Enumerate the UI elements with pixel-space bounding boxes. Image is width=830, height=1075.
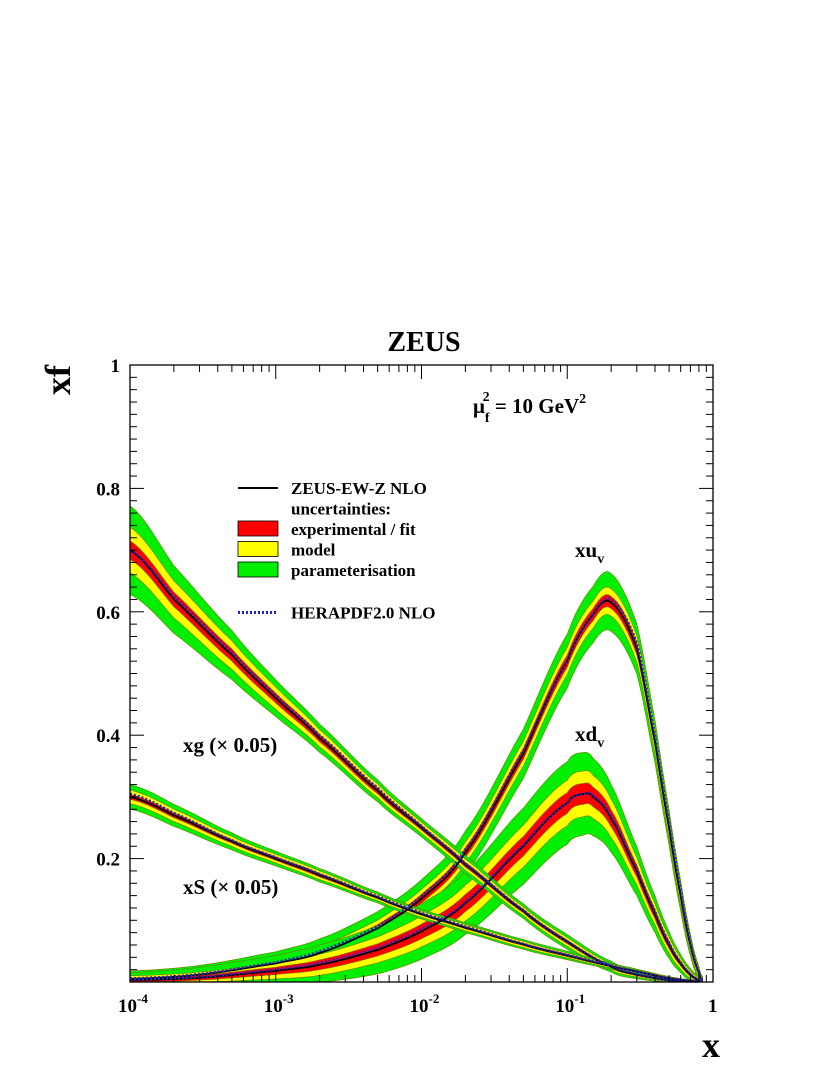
plot-frame xyxy=(129,364,714,983)
y-tick-label: 0.2 xyxy=(96,850,120,871)
legend-label: experimental / fit xyxy=(291,520,416,539)
x-tick-label: 10-3 xyxy=(264,991,294,1017)
xuv-herapdf-line xyxy=(129,597,704,981)
xdv-label: xdv xyxy=(575,722,604,751)
y-tick-label: 0.6 xyxy=(96,603,120,624)
scale-annotation: μf2 = 10 GeV2 xyxy=(473,390,586,426)
legend-box-marker xyxy=(237,561,279,578)
legend-label: ZEUS-EW-Z NLO xyxy=(291,479,427,498)
legend: ZEUS-EW-Z NLO uncertainties:experimental … xyxy=(237,479,436,623)
tick-labels: 10-4 10-3 10-2 10-1 1 0.2 0.4 0.6 0.8 1 xyxy=(96,356,717,1017)
legend-box-marker xyxy=(237,541,279,557)
central-curves xyxy=(129,549,704,983)
y-tick-label: 1 xyxy=(111,356,121,377)
series-labels: xuv xdv xg (× 0.05) xS (× 0.05) xyxy=(183,538,604,899)
x-tick-label: 10-4 xyxy=(118,991,148,1017)
legend-label: model xyxy=(291,541,336,560)
svg-text:xf: xf xyxy=(38,364,78,395)
xS-herapdf-line xyxy=(129,792,699,983)
legend-box-marker xyxy=(237,520,279,537)
xS-label: xS (× 0.05) xyxy=(183,875,278,899)
axis-ticks xyxy=(129,364,713,983)
svg-text:μf2 = 10 GeV2: μf2 = 10 GeV2 xyxy=(473,390,586,426)
x-tick-label: 10-1 xyxy=(555,991,585,1017)
xdv-herapdf-line xyxy=(129,791,703,983)
legend-label: HERAPDF2.0 NLO xyxy=(291,604,436,623)
chart-title: ZEUS xyxy=(387,327,460,358)
x-axis-title: x xyxy=(702,1025,720,1065)
y-axis-title: xf xyxy=(38,364,78,395)
x-tick-label: 10-2 xyxy=(410,991,440,1017)
y-tick-label: 0.4 xyxy=(96,726,120,747)
xg-label: xg (× 0.05) xyxy=(183,733,277,757)
xg-herapdf-line xyxy=(129,549,699,983)
y-tick-label: 0.8 xyxy=(96,479,120,500)
xuv-label: xuv xyxy=(575,538,604,567)
legend-label: uncertainties: xyxy=(291,500,391,519)
x-tick-label: 1 xyxy=(708,996,718,1017)
legend-label: parameterisation xyxy=(291,561,416,580)
